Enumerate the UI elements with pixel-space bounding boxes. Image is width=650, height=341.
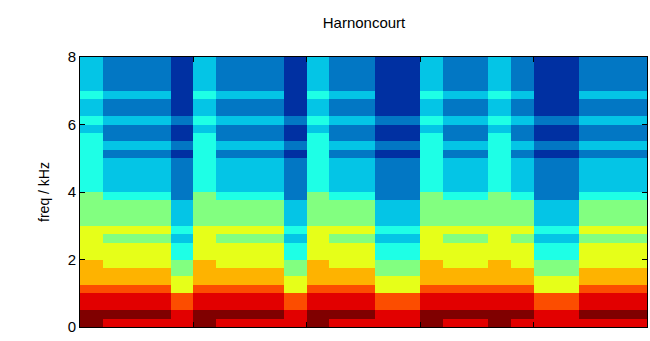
svg-text:freq / kHz: freq / kHz xyxy=(36,162,52,222)
svg-text:4: 4 xyxy=(68,183,76,200)
svg-text:6: 6 xyxy=(68,116,76,133)
svg-text:8: 8 xyxy=(68,48,76,65)
svg-text:2: 2 xyxy=(68,251,76,268)
svg-text:Harnoncourt: Harnoncourt xyxy=(323,14,406,31)
svg-text:0: 0 xyxy=(68,318,76,335)
